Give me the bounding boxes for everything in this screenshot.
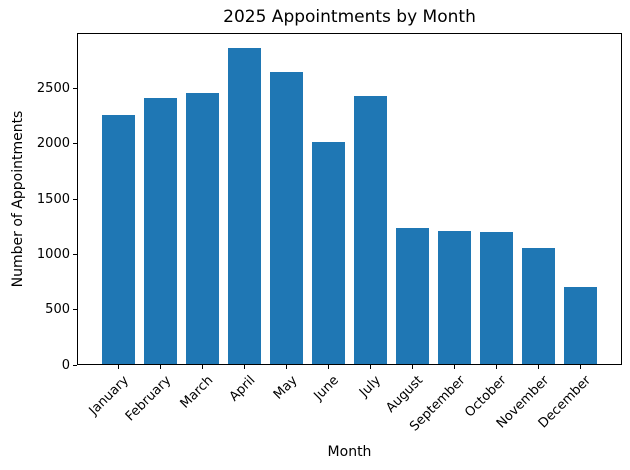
x-tick-mark-october xyxy=(495,365,497,369)
x-tick-mark-april xyxy=(244,365,246,369)
y-tick-mark-500 xyxy=(73,309,77,311)
y-tick-mark-0 xyxy=(73,364,77,366)
x-tick-mark-november xyxy=(537,365,539,369)
y-tick-label-500: 500 xyxy=(45,302,70,318)
bar-january xyxy=(101,115,136,364)
x-tick-label-march: March xyxy=(177,373,217,412)
y-tick-label-1000: 1000 xyxy=(36,246,70,262)
bar-december xyxy=(563,286,598,364)
x-tick-mark-february xyxy=(160,365,162,369)
bar-february xyxy=(143,97,178,364)
y-tick-mark-1500 xyxy=(73,198,77,200)
bar-march xyxy=(185,92,220,364)
bar-july xyxy=(353,95,388,364)
plot-area xyxy=(77,33,622,365)
bar-september xyxy=(437,230,472,364)
bar-may xyxy=(269,71,304,364)
x-tick-mark-august xyxy=(411,365,413,369)
chart-title: 2025 Appointments by Month xyxy=(223,7,476,27)
bar-october xyxy=(479,231,514,364)
x-tick-mark-december xyxy=(579,365,581,369)
y-tick-label-2500: 2500 xyxy=(36,80,70,96)
bar-november xyxy=(521,247,556,364)
x-tick-mark-march xyxy=(202,365,204,369)
x-tick-label-may: May xyxy=(270,373,301,403)
y-tick-label-2000: 2000 xyxy=(36,136,70,152)
x-tick-label-july: July xyxy=(356,373,385,401)
x-axis-label: Month xyxy=(327,444,372,460)
x-tick-mark-june xyxy=(328,365,329,369)
y-tick-label-1500: 1500 xyxy=(36,191,70,207)
x-tick-mark-may xyxy=(286,365,288,369)
x-tick-mark-january xyxy=(118,365,120,369)
x-tick-label-april: April xyxy=(226,373,259,405)
x-tick-label-february: February xyxy=(122,373,175,425)
y-tick-mark-2000 xyxy=(73,143,77,145)
bar-april xyxy=(227,47,262,364)
x-tick-label-june: June xyxy=(311,373,343,404)
y-tick-mark-2500 xyxy=(73,87,77,89)
bar-june xyxy=(311,141,346,364)
y-tick-mark-1000 xyxy=(73,253,77,255)
x-tick-mark-september xyxy=(453,365,455,369)
bar-august xyxy=(395,227,430,364)
x-tick-mark-july xyxy=(369,365,371,369)
y-axis-label: Number of Appointments xyxy=(10,110,26,288)
y-tick-label-0: 0 xyxy=(61,357,70,373)
